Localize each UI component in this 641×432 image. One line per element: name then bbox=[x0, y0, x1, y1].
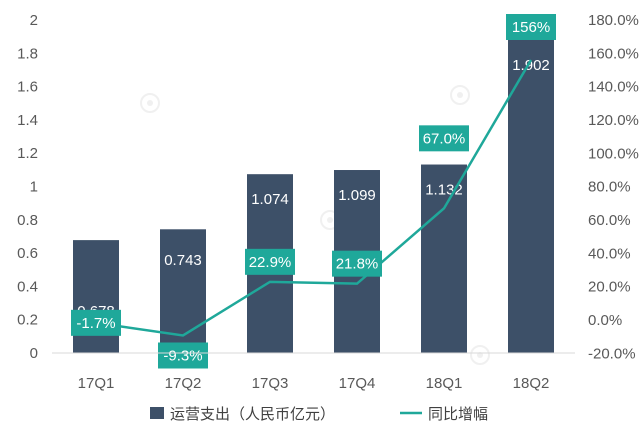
rate-label-box bbox=[245, 248, 295, 275]
legend-line-label: 同比增幅 bbox=[428, 405, 488, 423]
right-axis-tick-label: -20.0% bbox=[588, 345, 636, 362]
x-axis-tick-label: 18Q2 bbox=[513, 375, 550, 392]
left-axis-tick-label: 0.6 bbox=[17, 245, 38, 262]
right-axis-tick-label: 120.0% bbox=[588, 112, 639, 129]
rate-label-box bbox=[158, 342, 208, 369]
right-axis-tick-label: 140.0% bbox=[588, 79, 639, 96]
left-axis-tick-label: 0.8 bbox=[17, 212, 38, 229]
legend-bar-label: 运营支出（人民币亿元） bbox=[170, 405, 335, 423]
growth-line bbox=[95, 59, 533, 337]
bar-value-label: 0.743 bbox=[164, 252, 202, 269]
left-axis-tick-label: 0.4 bbox=[17, 278, 38, 295]
rate-label-box bbox=[419, 125, 469, 152]
rate-label: -9.3% bbox=[158, 342, 208, 369]
right-axis-tick-label: 60.0% bbox=[588, 212, 631, 229]
watermark-logo-icon bbox=[140, 93, 160, 113]
rate-label-text: 156% bbox=[512, 19, 550, 36]
left-axis-tick-label: 1.6 bbox=[17, 79, 38, 96]
bar-value-label: 1.902 bbox=[512, 57, 550, 74]
bar-series bbox=[73, 36, 554, 353]
x-axis-tick-label: 18Q1 bbox=[426, 375, 463, 392]
rate-label-box bbox=[332, 250, 382, 277]
x-axis: 17Q1 17Q2 17Q3 17Q4 18Q1 18Q2 bbox=[52, 352, 575, 392]
right-axis-tick-label: 20.0% bbox=[588, 279, 631, 296]
rate-label: -1.7% bbox=[71, 309, 121, 336]
bar bbox=[508, 36, 554, 353]
rate-label-text: 21.8% bbox=[336, 256, 379, 273]
bar-value-label: 1.099 bbox=[338, 187, 376, 204]
left-axis-tick-label: 1 bbox=[30, 179, 38, 196]
legend-bar-swatch bbox=[150, 407, 164, 419]
rate-label: 67.0% bbox=[419, 125, 469, 152]
right-axis-tick-label: 160.0% bbox=[588, 45, 639, 62]
rate-label: 21.8% bbox=[332, 250, 382, 277]
rate-label: 22.9% bbox=[245, 248, 295, 275]
right-axis-tick-label: 180.0% bbox=[588, 12, 639, 29]
right-axis-tick-label: 0.0% bbox=[588, 312, 622, 329]
legend: 运营支出（人民币亿元） 同比增幅 bbox=[150, 405, 488, 423]
x-axis-tick-label: 17Q4 bbox=[339, 375, 376, 392]
left-axis-tick-label: 1.2 bbox=[17, 145, 38, 162]
watermark-logo-icon bbox=[450, 85, 470, 105]
left-axis-tick-label: 1.8 bbox=[17, 45, 38, 62]
right-axis-tick-label: 80.0% bbox=[588, 179, 631, 196]
rate-label: 156% bbox=[506, 14, 556, 40]
rate-label-box bbox=[71, 309, 121, 336]
left-axis-tick-label: 0 bbox=[30, 345, 38, 362]
bar bbox=[73, 240, 119, 353]
rate-value-labels: -1.7% -9.3% 22.9% 21.8% 67.0% 156% bbox=[71, 14, 556, 369]
bar-value-label: 1.074 bbox=[251, 191, 289, 208]
rate-label-text: -1.7% bbox=[76, 315, 115, 332]
right-y-axis: -20.0% 0.0% 20.0% 40.0% 60.0% 80.0% 100.0% 120.… bbox=[588, 12, 639, 362]
x-axis-tick-label: 17Q1 bbox=[78, 375, 115, 392]
x-axis-tick-label: 17Q3 bbox=[252, 375, 289, 392]
left-y-axis: 0 0.2 0.4 0.6 0.8 1 1.2 1.4 1.6 1.8 2 bbox=[17, 12, 38, 362]
left-axis-tick-label: 0.2 bbox=[17, 312, 38, 329]
right-axis-tick-label: 100.0% bbox=[588, 145, 639, 162]
rate-label-text: -9.3% bbox=[163, 348, 202, 365]
line-series bbox=[95, 59, 533, 337]
left-axis-tick-label: 1.4 bbox=[17, 112, 38, 129]
left-axis-tick-label: 2 bbox=[30, 12, 38, 29]
rate-label-text: 22.9% bbox=[249, 254, 292, 271]
rate-label-box bbox=[506, 14, 556, 40]
rate-label-text: 67.0% bbox=[423, 130, 466, 147]
bar bbox=[421, 164, 467, 353]
right-axis-tick-label: 40.0% bbox=[588, 245, 631, 262]
watermark-logo-icon bbox=[470, 345, 490, 365]
x-axis-tick-label: 17Q2 bbox=[165, 375, 202, 392]
